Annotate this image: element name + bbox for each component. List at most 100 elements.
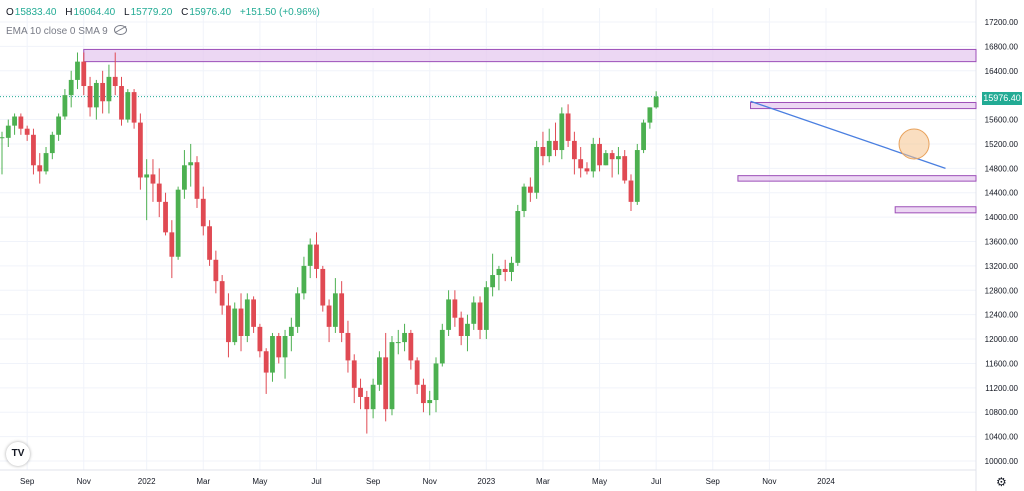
candle-up (377, 357, 382, 385)
y-tick-label: 14400.00 (985, 189, 1019, 198)
candle-down (169, 232, 175, 257)
x-tick-label: Sep (20, 477, 35, 486)
candle-down (251, 299, 256, 327)
x-tick-label: Sep (706, 477, 721, 486)
candle-down (421, 384, 426, 404)
candle-down (238, 308, 244, 337)
candle-down (565, 113, 571, 141)
candle-down (609, 153, 615, 160)
candle-up (0, 137, 5, 139)
candle-up (301, 265, 307, 294)
indicator-text: EMA 10 close 0 SMA 9 (6, 26, 108, 37)
close-label: C (181, 7, 189, 18)
high-label: H (65, 7, 73, 18)
candle-up (232, 308, 238, 343)
candle-down (408, 332, 414, 361)
candle-up (288, 326, 294, 337)
candle-down (364, 396, 370, 410)
y-tick-label: 10000.00 (985, 457, 1019, 466)
settings-gear-icon[interactable]: ⚙ (996, 475, 1007, 489)
candle-up (12, 116, 17, 126)
candle-down (414, 360, 420, 385)
indicator-label[interactable]: EMA 10 close 0 SMA 9 (6, 25, 127, 37)
candle-up (483, 287, 489, 330)
candle-down (81, 61, 87, 87)
candle-up (49, 134, 55, 154)
candle-up (439, 329, 445, 364)
low-label: L (124, 7, 130, 18)
candle-up (641, 122, 646, 151)
hidden-eye-icon[interactable] (113, 25, 127, 35)
candle-down (150, 174, 156, 184)
candle-up (282, 336, 288, 358)
candle-up (521, 186, 527, 212)
candle-down (24, 128, 30, 135)
candle-down (383, 357, 389, 410)
candle-down (263, 351, 269, 373)
candle-up (93, 82, 99, 108)
candle-up (68, 79, 74, 96)
candle-up (402, 332, 407, 343)
candle-up (465, 323, 470, 337)
candle-down (207, 226, 212, 260)
candle-up (244, 299, 250, 337)
sr-zone (737, 175, 977, 182)
candle-up (509, 262, 514, 272)
x-tick-label: Jul (651, 477, 661, 486)
x-tick-label: Mar (536, 477, 550, 486)
candle-up (546, 140, 552, 157)
candle-down (219, 281, 225, 306)
candle-up (433, 363, 439, 401)
candle-down (226, 305, 231, 343)
x-tick-label: Nov (762, 477, 776, 486)
candle-down (194, 162, 200, 199)
candle-down (502, 268, 508, 272)
candle-up (446, 299, 451, 330)
candle-up (496, 268, 502, 276)
candle-up (56, 116, 62, 135)
open-label: O (6, 7, 14, 18)
candle-down (112, 76, 118, 87)
candle-up (75, 61, 80, 80)
candle-down (137, 122, 143, 178)
candle-down (213, 259, 219, 282)
candle-down (628, 180, 634, 202)
y-tick-label: 15600.00 (985, 116, 1019, 125)
candle-down (345, 332, 351, 361)
candle-up (490, 275, 496, 288)
close-value: 15976.40 (189, 7, 232, 18)
candle-up (295, 293, 301, 327)
candle-up (125, 92, 131, 120)
candle-up (603, 153, 609, 166)
candle-up (427, 400, 433, 404)
candle-down (276, 336, 282, 358)
candle-down (597, 143, 602, 166)
candle-up (175, 189, 181, 257)
candle-up (653, 96, 659, 108)
tradingview-logo[interactable]: TV (6, 442, 30, 466)
candle-up (332, 293, 338, 327)
x-tick-label: 2024 (817, 477, 835, 486)
sr-zone (750, 101, 977, 110)
x-tick-label: 2022 (138, 477, 156, 486)
candle-down (458, 317, 464, 337)
open-value: 15833.40 (14, 7, 57, 18)
change-value: +151.50 (+0.96%) (239, 7, 320, 18)
candle-down (119, 86, 124, 120)
candle-up (106, 76, 112, 102)
y-tick-label: 13600.00 (985, 238, 1019, 247)
y-tick-label: 12400.00 (985, 311, 1019, 320)
candle-down (100, 82, 106, 102)
x-tick-label: Nov (77, 477, 91, 486)
candle-up (389, 342, 395, 410)
candle-up (647, 107, 653, 123)
candle-up (144, 174, 150, 178)
candle-down (31, 134, 36, 166)
candle-down (163, 201, 168, 233)
candle-up (62, 95, 68, 117)
candle-up (395, 342, 401, 344)
y-tick-label: 12000.00 (985, 335, 1019, 344)
candle-up (182, 165, 187, 190)
low-value: 15779.20 (130, 7, 173, 18)
